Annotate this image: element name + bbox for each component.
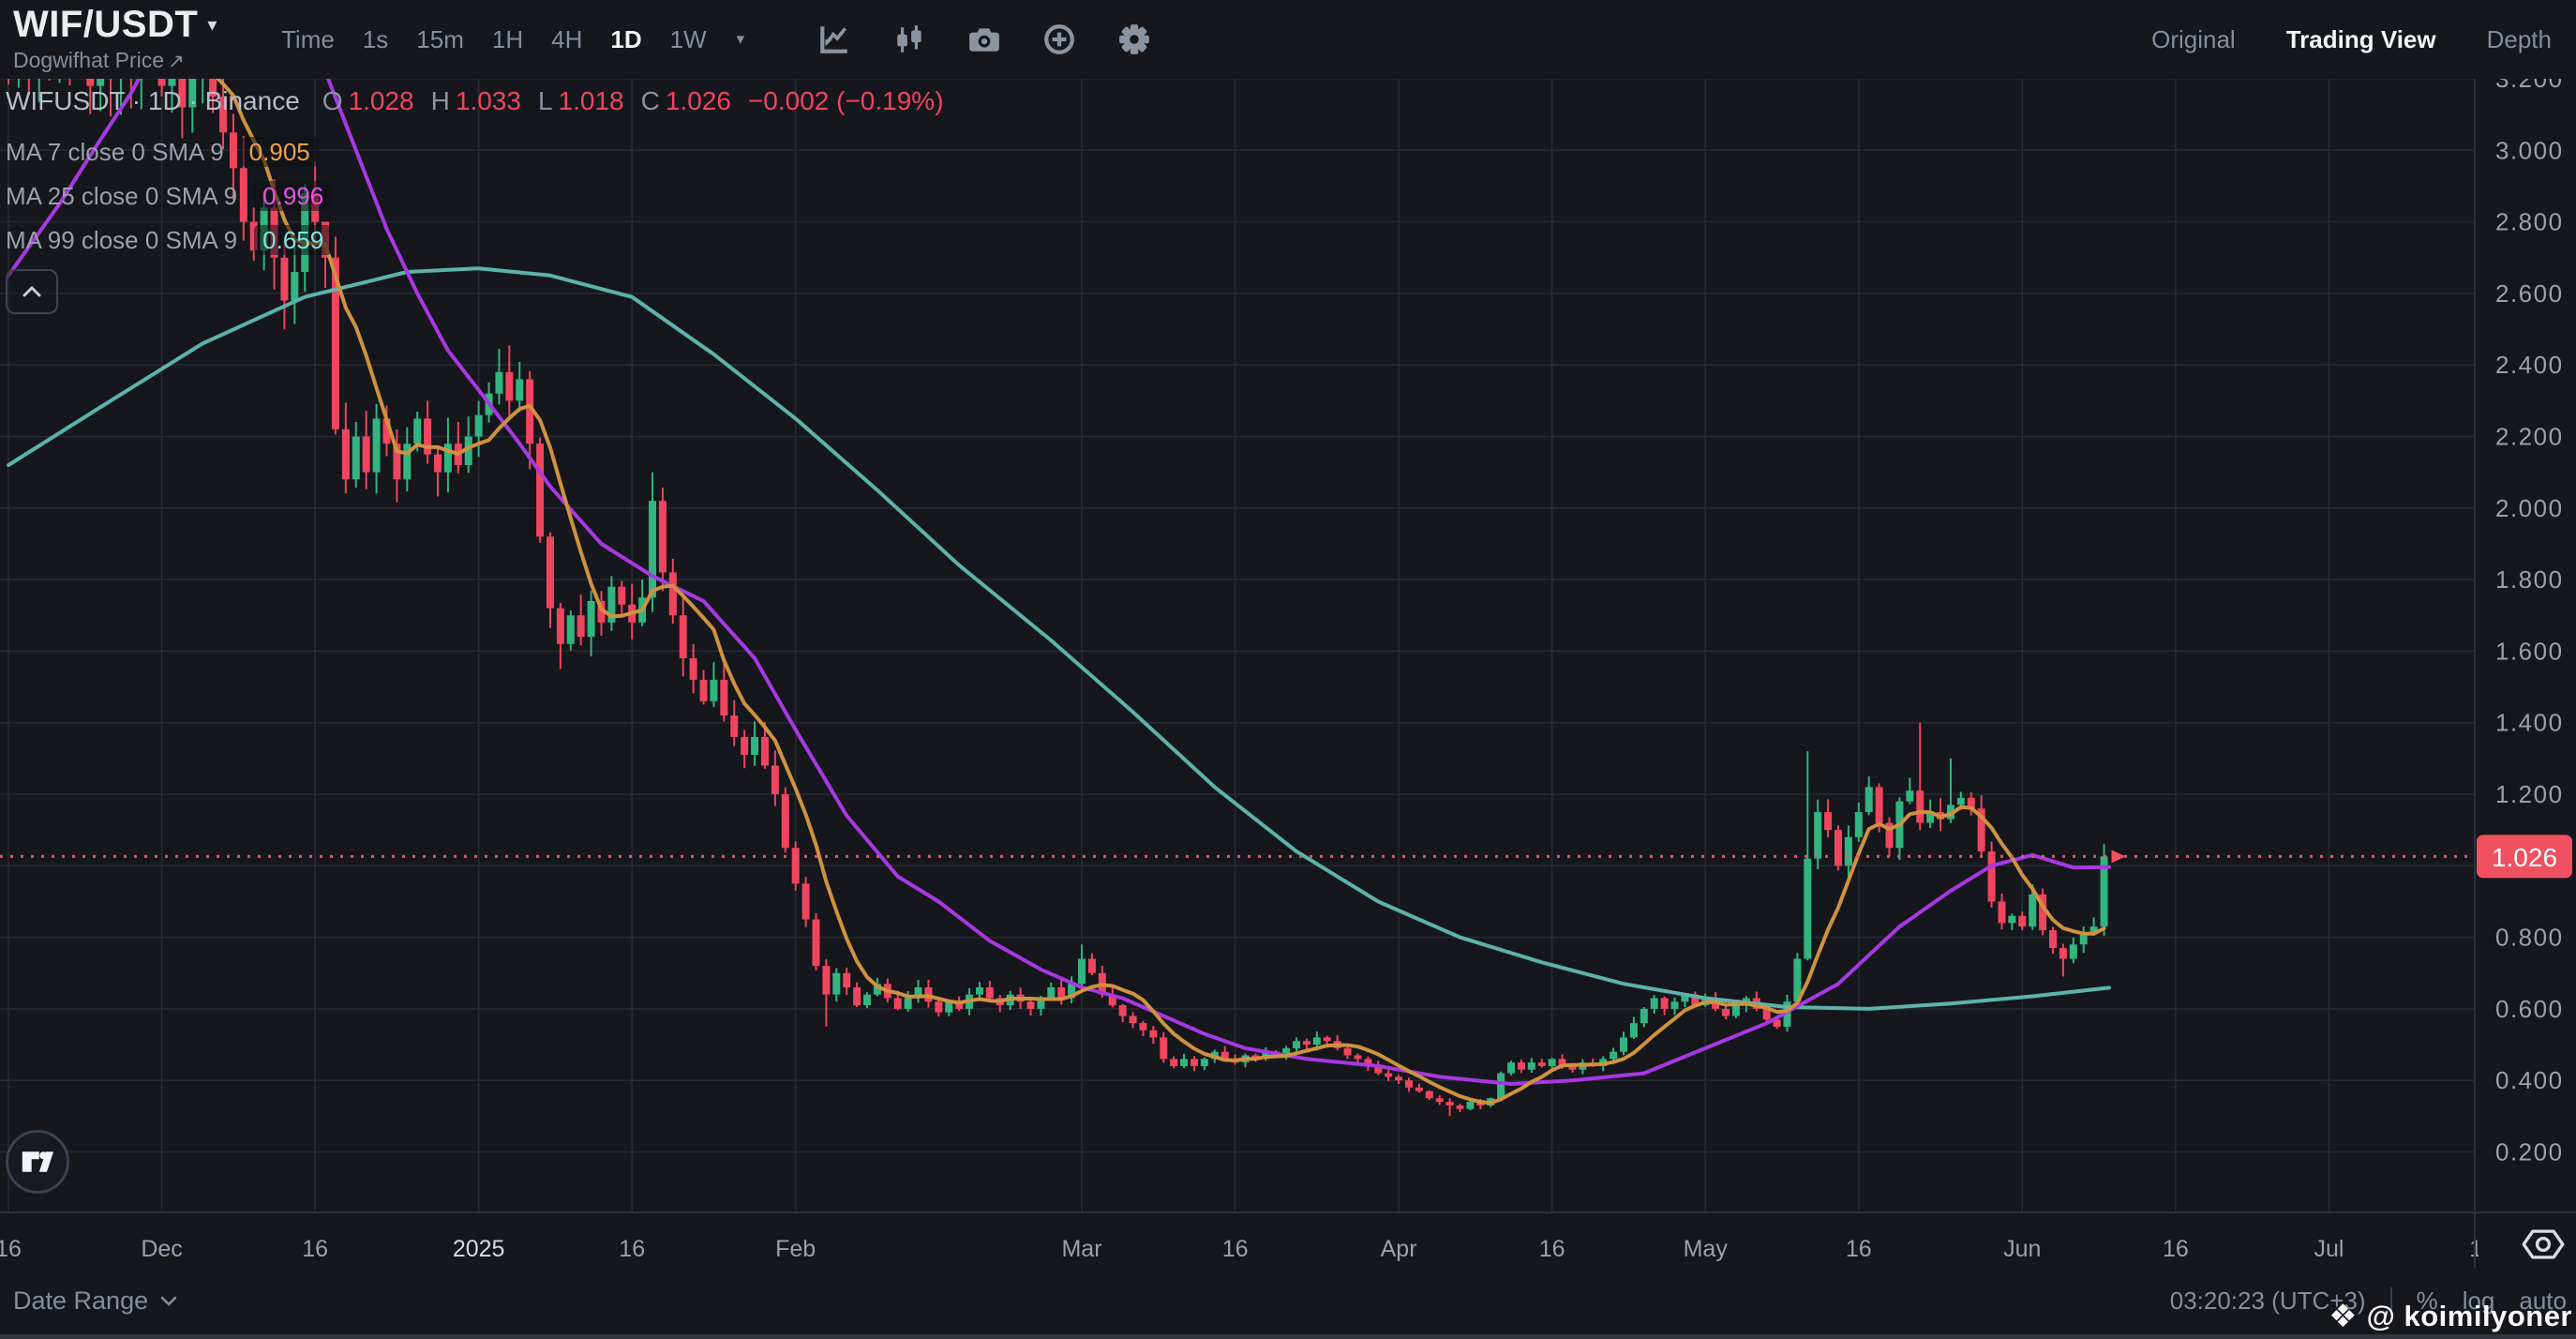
ma99-label: MA 99 close 0 SMA 9 bbox=[6, 226, 238, 254]
y-axis-label: 1.800 bbox=[2495, 565, 2564, 594]
last-price-line bbox=[0, 850, 2475, 864]
footer-bar: Date Range 03:20:23 (UTC+3) % log auto bbox=[0, 1268, 2576, 1334]
axis-settings-icon bbox=[2522, 1229, 2565, 1259]
ma7-legend: MA 7 close 0 SMA 9 0.905 bbox=[6, 137, 319, 167]
pair-selector[interactable]: WIF/USDT ▾ Dogwifhat Price ↗ bbox=[13, 4, 217, 73]
x-axis-label: 16 bbox=[302, 1236, 328, 1262]
ma99-legend: MA 99 close 0 SMA 9 0.659 bbox=[6, 225, 333, 255]
y-axis-label: 2.600 bbox=[2495, 279, 2564, 308]
interval-time[interactable]: Time bbox=[281, 24, 335, 53]
ma99-value: 0.659 bbox=[254, 225, 333, 255]
x-axis-label: 16 bbox=[2163, 1236, 2189, 1262]
y-axis-label: 2.400 bbox=[2495, 351, 2564, 379]
view-mode-tabs: Original Trading View Depth bbox=[2151, 0, 2552, 79]
chart-tool-icons bbox=[817, 23, 1151, 56]
x-axis-label: Jun bbox=[2003, 1236, 2041, 1262]
log-scale-button[interactable]: log bbox=[2462, 1286, 2495, 1315]
ma25-value: 0.996 bbox=[254, 181, 333, 211]
interval-1w[interactable]: 1W bbox=[669, 24, 707, 53]
tradingview-logo[interactable] bbox=[6, 1130, 69, 1194]
legend-collapse-button[interactable] bbox=[6, 269, 58, 314]
interval-1h[interactable]: 1H bbox=[491, 24, 524, 53]
interval-4h[interactable]: 4H bbox=[551, 24, 583, 53]
x-axis-label: 16 bbox=[1222, 1236, 1249, 1262]
tab-trading-view[interactable]: Trading View bbox=[2285, 24, 2436, 53]
x-axis[interactable]: 16 Dec 16 2025 16 Feb Mar 16 Apr 16 May 16 Jun 16 Jul 1… bbox=[0, 1236, 2495, 1262]
x-axis-label: Apr bbox=[1381, 1236, 1417, 1262]
x-axis-label: 16 bbox=[619, 1236, 645, 1262]
pair-caret-icon: ▾ bbox=[207, 15, 217, 36]
interval-1d[interactable]: 1D bbox=[610, 24, 642, 53]
ma25-legend: MA 25 close 0 SMA 9 0.996 bbox=[6, 181, 333, 211]
auto-scale-button[interactable]: auto bbox=[2519, 1286, 2567, 1315]
watermark-handle: @ koimilyoner bbox=[2366, 1300, 2572, 1332]
x-axis-label: Mar bbox=[1061, 1236, 1101, 1262]
ma7-line bbox=[215, 79, 2106, 1106]
ma99-line bbox=[7, 266, 2111, 1011]
price-marker-arrow bbox=[2111, 850, 2126, 864]
date-range-label: Date Range bbox=[13, 1286, 149, 1315]
tab-original[interactable]: Original bbox=[2151, 24, 2236, 53]
candlestick-series bbox=[7, 79, 2108, 1117]
gear-icon[interactable] bbox=[1117, 23, 1151, 56]
binance-diamond-icon: ❖ bbox=[2329, 1299, 2358, 1334]
x-axis-label: 16 bbox=[1539, 1236, 1565, 1262]
x-axis-label: Jul bbox=[2314, 1236, 2344, 1262]
x-axis-label: 16 bbox=[2469, 1236, 2495, 1262]
pair-title[interactable]: WIF/USDT bbox=[13, 4, 199, 45]
date-range-selector[interactable]: Date Range bbox=[13, 1268, 178, 1334]
y-axis-label: 0.800 bbox=[2495, 924, 2564, 952]
ma25-label: MA 25 close 0 SMA 9 bbox=[6, 182, 238, 210]
ma25-line bbox=[7, 79, 2111, 1086]
x-axis-label: May bbox=[1684, 1236, 1729, 1262]
camera-icon[interactable] bbox=[967, 23, 1001, 56]
y-axis-label: 0.200 bbox=[2495, 1138, 2564, 1166]
interval-dropdown-caret-icon[interactable]: ▾ bbox=[736, 30, 745, 48]
x-axis-label: Dec bbox=[141, 1236, 182, 1262]
y-axis-label: 3.000 bbox=[2495, 136, 2564, 164]
footer-separator bbox=[2389, 1286, 2392, 1316]
y-axis[interactable]: 3.2003.0002.8002.6002.4002.2002.0001.800… bbox=[2495, 65, 2564, 1166]
y-axis-label: 1.200 bbox=[2495, 780, 2564, 808]
svg-text:1.026: 1.026 bbox=[2492, 843, 2557, 872]
ma7-label: MA 7 close 0 SMA 9 bbox=[6, 138, 224, 166]
tab-depth[interactable]: Depth bbox=[2486, 24, 2552, 53]
axis-settings-button[interactable] bbox=[2520, 1224, 2567, 1270]
external-link-icon: ↗ bbox=[168, 51, 185, 72]
header-bar: WIF/USDT ▾ Dogwifhat Price ↗ Time 1s 15m 1… bbox=[0, 0, 2576, 79]
x-axis-label: 2025 bbox=[453, 1236, 505, 1262]
percent-scale-button[interactable]: % bbox=[2416, 1286, 2438, 1315]
tradingview-logo-icon bbox=[22, 1151, 54, 1172]
ma7-value: 0.905 bbox=[240, 137, 319, 167]
y-axis-label: 2.200 bbox=[2495, 423, 2564, 451]
interval-15m[interactable]: 15m bbox=[416, 24, 464, 53]
indicators-icon[interactable] bbox=[892, 23, 926, 56]
interval-1s[interactable]: 1s bbox=[362, 24, 389, 53]
interval-toolbar: Time 1s 15m 1H 4H 1D 1W ▾ bbox=[281, 0, 1151, 79]
x-axis-label: Feb bbox=[775, 1236, 816, 1262]
ma-overlays bbox=[7, 79, 2111, 1106]
x-axis-label: 16 bbox=[0, 1236, 22, 1262]
kline-chart-icon[interactable] bbox=[817, 23, 851, 56]
pair-subtitle-link[interactable]: Dogwifhat Price ↗ bbox=[13, 48, 217, 73]
chevron-down-icon bbox=[160, 1296, 177, 1306]
window-bottom-edge bbox=[0, 1334, 2576, 1339]
pair-subtitle: Dogwifhat Price bbox=[13, 48, 165, 72]
clock-display: 03:20:23 (UTC+3) bbox=[2169, 1286, 2366, 1315]
chart-canvas[interactable]: 3.2003.0002.8002.6002.4002.2002.0001.800… bbox=[0, 0, 2576, 1275]
y-axis-label: 0.600 bbox=[2495, 995, 2564, 1023]
chevron-up-icon bbox=[22, 285, 41, 297]
scale-controls: 03:20:23 (UTC+3) % log auto bbox=[2170, 1268, 2567, 1334]
y-axis-label: 0.400 bbox=[2495, 1066, 2564, 1094]
grid-lines bbox=[0, 78, 2475, 1212]
y-axis-label: 1.400 bbox=[2495, 709, 2564, 737]
y-axis-label: 2.000 bbox=[2495, 494, 2564, 522]
x-axis-label: 16 bbox=[1846, 1236, 1872, 1262]
price-tag: 1.026 bbox=[2477, 835, 2572, 879]
chart-watermark: ❖ @ koimilyoner bbox=[2329, 1295, 2572, 1338]
add-circle-icon[interactable] bbox=[1042, 23, 1076, 56]
y-axis-label: 1.600 bbox=[2495, 637, 2564, 665]
y-axis-label: 2.800 bbox=[2495, 208, 2564, 236]
